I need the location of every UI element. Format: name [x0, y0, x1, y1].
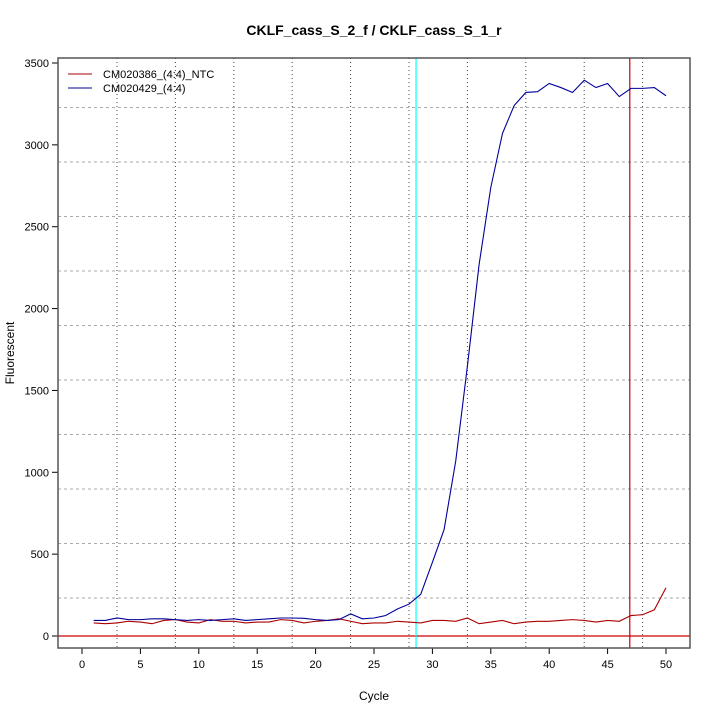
series-line — [93, 587, 667, 625]
y-tick-label: 3000 — [25, 140, 49, 152]
x-tick-label: 50 — [660, 659, 672, 671]
legend: CM020386_(4:4)_NTC CM020429_(4:4) — [68, 69, 214, 95]
series-line — [93, 79, 667, 621]
x-tick-label: 20 — [309, 659, 321, 671]
x-tick-label: 45 — [601, 659, 613, 671]
x-tick-label: 30 — [426, 659, 438, 671]
legend-label: CM020386_(4:4)_NTC — [103, 69, 214, 81]
y-tick-label: 0 — [43, 631, 49, 643]
y-axis-label: Fluorescent — [3, 321, 17, 384]
y-tick-label: 1500 — [25, 385, 49, 397]
x-tick-label: 40 — [543, 659, 555, 671]
x-tick-label: 5 — [137, 659, 143, 671]
chart-title: CKLF_cass_S_2_f / CKLF_cass_S_1_r — [246, 22, 502, 38]
x-tick-label: 0 — [79, 659, 85, 671]
y-tick-label: 3500 — [25, 58, 49, 70]
y-tick-label: 1000 — [25, 467, 49, 479]
x-axis-label: Cycle — [359, 689, 389, 703]
legend-label: CM020429_(4:4) — [103, 83, 186, 95]
x-tick-label: 10 — [193, 659, 205, 671]
x-tick-label: 35 — [485, 659, 497, 671]
y-tick-label: 500 — [31, 549, 49, 561]
x-tick-label: 15 — [251, 659, 263, 671]
plot-frame — [57, 57, 691, 649]
y-tick-label: 2000 — [25, 304, 49, 316]
x-tick-label: 25 — [368, 659, 380, 671]
y-tick-label: 2500 — [25, 222, 49, 234]
